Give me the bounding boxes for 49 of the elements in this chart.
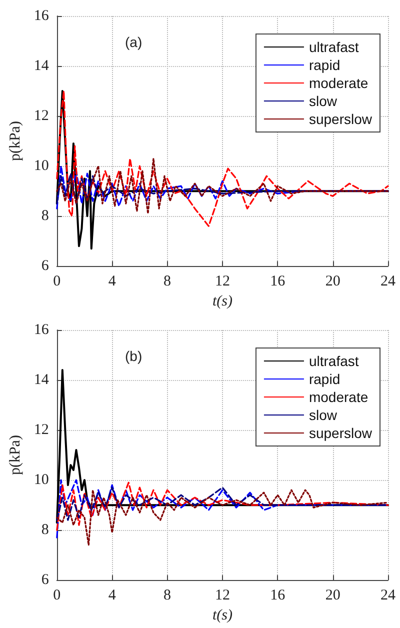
x-tick-label: 20 bbox=[325, 274, 340, 290]
x-tick-label: 24 bbox=[380, 588, 396, 604]
y-tick-label: 10 bbox=[34, 158, 49, 174]
x-tick-label: 12 bbox=[214, 588, 230, 604]
y-tick-label: 6 bbox=[41, 572, 50, 588]
legend-label: slow bbox=[308, 407, 338, 423]
x-tick-label: 12 bbox=[214, 274, 230, 290]
y-tick-label: 16 bbox=[34, 322, 50, 338]
x-tick-label: 16 bbox=[270, 274, 286, 290]
legend-label: moderate bbox=[308, 389, 368, 405]
x-tick-label: 0 bbox=[53, 588, 61, 604]
legend-label: superslow bbox=[308, 111, 373, 127]
x-tick-label: 4 bbox=[108, 274, 116, 290]
line-series bbox=[56, 486, 389, 521]
line-series bbox=[56, 369, 389, 524]
legend-label: rapid bbox=[308, 371, 340, 387]
y-tick-label: 14 bbox=[34, 58, 50, 74]
line-series bbox=[56, 172, 389, 204]
legend-label: ultrafast bbox=[308, 353, 359, 369]
line-series bbox=[56, 158, 389, 214]
x-tick-label: 20 bbox=[325, 588, 340, 604]
x-tick-label: 24 bbox=[380, 274, 396, 290]
text: (a) bbox=[125, 34, 142, 50]
x-axis-title: t(s) bbox=[212, 294, 232, 310]
x-axis-title: t(s) bbox=[212, 608, 232, 624]
y-axis-title: p(kPa) bbox=[8, 435, 24, 476]
x-tick-label: 16 bbox=[270, 588, 286, 604]
line-series bbox=[56, 479, 389, 538]
line-series bbox=[56, 489, 389, 546]
line-series bbox=[56, 482, 389, 531]
legend-label: slow bbox=[308, 93, 338, 109]
y-tick-label: 12 bbox=[34, 108, 49, 124]
x-tick-label: 8 bbox=[164, 274, 172, 290]
y-tick-label: 8 bbox=[41, 522, 49, 538]
legend-label: rapid bbox=[308, 57, 340, 73]
x-tick-label: 8 bbox=[164, 588, 172, 604]
y-tick-label: 8 bbox=[41, 208, 49, 224]
y-tick-label: 14 bbox=[34, 372, 50, 388]
legend-label: ultrafast bbox=[308, 39, 359, 55]
y-tick-label: 10 bbox=[34, 472, 49, 488]
legend-label: moderate bbox=[308, 75, 368, 91]
text: (b) bbox=[125, 348, 142, 364]
legend-label: superslow bbox=[308, 425, 373, 441]
y-tick-label: 6 bbox=[41, 258, 50, 274]
y-tick-label: 16 bbox=[34, 8, 50, 24]
y-axis-title: p(kPa) bbox=[8, 121, 24, 162]
y-tick-label: 12 bbox=[34, 422, 49, 438]
x-tick-label: 0 bbox=[53, 274, 61, 290]
x-tick-label: 4 bbox=[108, 588, 116, 604]
